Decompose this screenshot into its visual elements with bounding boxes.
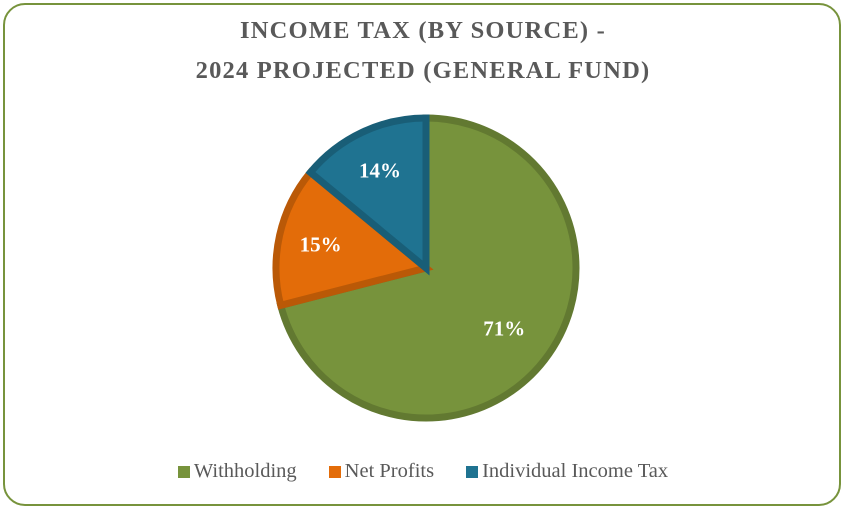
legend-label-individual-income-tax: Individual Income Tax bbox=[482, 460, 669, 482]
legend-item-individual-income-tax: Individual Income Tax bbox=[466, 460, 668, 483]
legend-swatch-withholding bbox=[177, 465, 190, 478]
legend-swatch-individual-income-tax bbox=[466, 465, 479, 478]
legend-label-net-profits: Net Profits bbox=[344, 460, 435, 482]
chart-legend: Withholding Net Profits Individual Incom… bbox=[0, 460, 846, 483]
data-label-net-profits: 15% bbox=[300, 232, 342, 256]
legend-label-withholding: Withholding bbox=[193, 460, 297, 482]
chart-title-line-2: 2024 PROJECTED (GENERAL FUND) bbox=[195, 57, 651, 84]
legend-item-withholding: Withholding bbox=[177, 460, 297, 483]
data-label-individual-income-tax: 14% bbox=[359, 158, 401, 182]
legend-item-net-profits: Net Profits bbox=[328, 460, 435, 483]
data-label-withholding: 71% bbox=[483, 317, 525, 341]
pie-slice-net-profits bbox=[272, 167, 434, 310]
chart-title-line-1: INCOME TAX (BY SOURCE) - bbox=[240, 17, 606, 44]
pie-slice-individual-income-tax bbox=[305, 114, 430, 276]
legend-swatch-net-profits bbox=[328, 465, 341, 478]
